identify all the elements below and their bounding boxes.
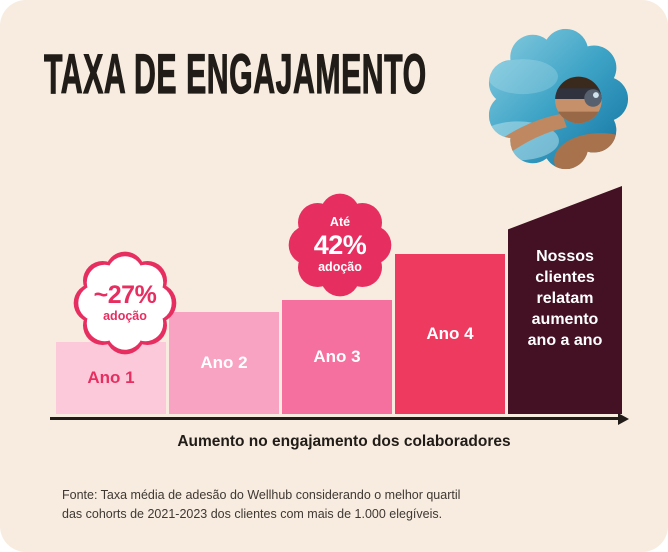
badge-year3-caption: adoção bbox=[318, 260, 362, 275]
source-footnote: Fonte: Taxa média de adesão do Wellhub c… bbox=[62, 488, 461, 522]
x-axis-line bbox=[50, 412, 629, 425]
bar-ano-3-label: Ano 3 bbox=[313, 347, 361, 366]
badge-year3-text: Até 42% adoção bbox=[284, 189, 396, 301]
flower-burst-solid-icon bbox=[288, 193, 392, 297]
swimmer-photo bbox=[484, 26, 630, 172]
adoption-badge-year1: ~27% adoção bbox=[69, 247, 181, 359]
badge-year1-value: ~27% bbox=[93, 280, 157, 309]
bar-final: Nossos clientes relatam aumento ano a an… bbox=[508, 186, 622, 414]
bar-ano-1: Ano 1 bbox=[56, 342, 166, 414]
adoption-badge-year3: Até 42% adoção bbox=[284, 189, 396, 301]
arrow-right-icon bbox=[618, 412, 629, 425]
badge-year1-text: ~27% adoção bbox=[69, 247, 181, 359]
badge-year1-caption: adoção bbox=[103, 309, 147, 324]
bar-ano-4-label: Ano 4 bbox=[426, 324, 474, 343]
bar-ano-4: Ano 4 bbox=[395, 254, 505, 414]
swimmer-photo-illustration bbox=[488, 28, 629, 170]
final-bar-message: Nossos clientes relatam aumento ano a an… bbox=[527, 248, 603, 350]
bar-ano-2: Ano 2 bbox=[169, 312, 279, 414]
bar-ano-3: Ano 3 bbox=[282, 300, 392, 414]
page-title-text: TAXA DE ENGAJAMENTO bbox=[44, 42, 427, 105]
x-axis-label: Aumento no engajamento dos colaboradores bbox=[177, 433, 511, 450]
page-title: TAXA DE ENGAJAMENTO bbox=[44, 42, 668, 105]
bar-ano-2-label: Ano 2 bbox=[200, 353, 248, 372]
badge-year3-value: 42% bbox=[313, 229, 367, 260]
badge-year3-prefix: Até bbox=[329, 214, 351, 229]
bar-ano-1-label: Ano 1 bbox=[87, 368, 135, 387]
flower-burst-outline-icon bbox=[73, 251, 177, 355]
